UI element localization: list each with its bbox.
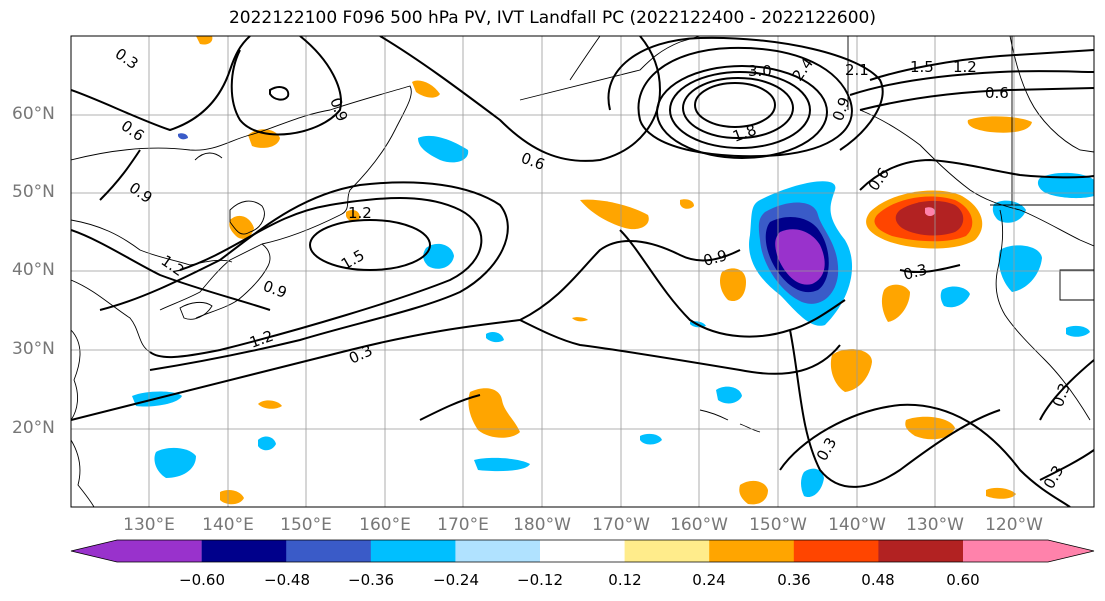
contour-label: 2.1	[845, 61, 869, 79]
contour-label: 1.2	[348, 204, 372, 222]
lon-label: 120°W	[985, 515, 1043, 535]
contour-label: 1.5	[910, 58, 934, 76]
lon-label: 130°W	[906, 515, 964, 535]
lon-label: 160°W	[670, 515, 728, 535]
lon-label: 170°E	[437, 515, 489, 535]
colorbar-tick-label: −0.60	[179, 571, 225, 589]
contour-label: 2.4	[789, 54, 817, 84]
contour-label: 0.3	[112, 45, 142, 73]
contour-label: 0.3	[813, 434, 841, 464]
lat-label-60n: 60°N	[12, 104, 55, 124]
lon-label: 170°W	[592, 515, 650, 535]
lon-label: 180°W	[513, 515, 571, 535]
colorbar-tick-label: 0.12	[608, 571, 642, 589]
lat-label-20n: 20°N	[12, 418, 55, 438]
lon-label: 150°E	[280, 515, 332, 535]
contour-label: 0.9	[261, 277, 290, 302]
contour-label: 3.0	[748, 62, 772, 80]
contour-label: 0.9	[701, 246, 729, 270]
map-frame	[70, 35, 1095, 508]
contour-label: 0.9	[126, 179, 156, 207]
lon-label: 130°E	[123, 515, 175, 535]
pv-contours	[71, 36, 1094, 507]
lon-label: 150°W	[749, 515, 807, 535]
contour-label: 0.3	[1040, 462, 1068, 492]
colorbar-tick-label: −0.12	[517, 571, 563, 589]
colorbar-tick-label: −0.48	[264, 571, 310, 589]
lon-label: 140°W	[828, 515, 886, 535]
shading-layer	[132, 36, 1094, 505]
colorbar-tick-label: 0.60	[946, 571, 980, 589]
contour-label: 0.3	[901, 260, 929, 284]
contour-label: 0.3	[1049, 381, 1074, 410]
coastlines	[71, 36, 1094, 507]
colorbar-tick-label: 0.24	[692, 571, 726, 589]
colorbar-tick-label: 0.48	[861, 571, 895, 589]
contour-label: 1.2	[953, 58, 977, 76]
colorbar-tick-label: 0.36	[777, 571, 811, 589]
colorbar-tick-label: −0.36	[348, 571, 394, 589]
lon-label: 140°E	[202, 515, 254, 535]
colorbar-tick-label: −0.24	[433, 571, 479, 589]
lat-label-30n: 30°N	[12, 339, 55, 359]
contour-label: 0.6	[118, 117, 148, 145]
lat-label-40n: 40°N	[12, 260, 55, 280]
lat-label-50n: 50°N	[12, 182, 55, 202]
contour-label: 0.6	[985, 84, 1009, 102]
figure-title: 2022122100 F096 500 hPa PV, IVT Landfall…	[228, 8, 876, 28]
lon-label: 160°E	[359, 515, 411, 535]
contour-label: 1.2	[247, 327, 276, 352]
